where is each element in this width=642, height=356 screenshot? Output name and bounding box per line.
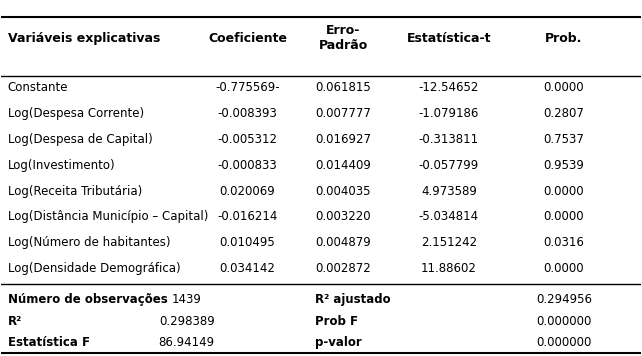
Text: 0.004035: 0.004035 xyxy=(316,184,371,198)
Text: Número de observações: Número de observações xyxy=(8,293,168,307)
Text: 11.88602: 11.88602 xyxy=(421,262,477,275)
Text: Log(Número de habitantes): Log(Número de habitantes) xyxy=(8,236,170,249)
Text: 0.000000: 0.000000 xyxy=(536,336,591,349)
Text: 0.000000: 0.000000 xyxy=(536,315,591,328)
Text: Variáveis explicativas: Variáveis explicativas xyxy=(8,32,160,45)
Text: 0.020069: 0.020069 xyxy=(220,184,275,198)
Text: 0.061815: 0.061815 xyxy=(315,82,371,94)
Text: Log(Densidade Demográfica): Log(Densidade Demográfica) xyxy=(8,262,180,275)
Text: -0.313811: -0.313811 xyxy=(419,133,479,146)
Text: Log(Distância Município – Capital): Log(Distância Município – Capital) xyxy=(8,210,208,223)
Text: Log(Receita Tributária): Log(Receita Tributária) xyxy=(8,184,142,198)
Text: Log(Investimento): Log(Investimento) xyxy=(8,159,116,172)
Text: -5.034814: -5.034814 xyxy=(419,210,479,223)
Text: 0.0000: 0.0000 xyxy=(544,184,584,198)
Text: 0.014409: 0.014409 xyxy=(315,159,371,172)
Text: -12.54652: -12.54652 xyxy=(419,82,479,94)
Text: 4.973589: 4.973589 xyxy=(421,184,477,198)
Text: Prob.: Prob. xyxy=(545,32,582,45)
Text: -0.016214: -0.016214 xyxy=(217,210,278,223)
Text: Log(Despesa Corrente): Log(Despesa Corrente) xyxy=(8,107,144,120)
Text: 0.7537: 0.7537 xyxy=(544,133,584,146)
Text: 0.034142: 0.034142 xyxy=(220,262,275,275)
Text: p-valor: p-valor xyxy=(315,336,361,349)
Text: 0.298389: 0.298389 xyxy=(159,315,214,328)
Text: 0.9539: 0.9539 xyxy=(544,159,584,172)
Text: 0.0000: 0.0000 xyxy=(544,82,584,94)
Text: 0.007777: 0.007777 xyxy=(315,107,371,120)
Text: 2.151242: 2.151242 xyxy=(421,236,477,249)
Text: -0.000833: -0.000833 xyxy=(218,159,277,172)
Text: Estatística F: Estatística F xyxy=(8,336,90,349)
Text: -0.057799: -0.057799 xyxy=(419,159,479,172)
Text: 0.2807: 0.2807 xyxy=(544,107,584,120)
Text: 0.010495: 0.010495 xyxy=(220,236,275,249)
Text: R²: R² xyxy=(8,315,22,328)
Text: Coeficiente: Coeficiente xyxy=(208,32,287,45)
Text: Prob F: Prob F xyxy=(315,315,358,328)
Text: -1.079186: -1.079186 xyxy=(419,107,479,120)
Text: 0.003220: 0.003220 xyxy=(316,210,371,223)
Text: Estatística-t: Estatística-t xyxy=(406,32,491,45)
Text: 0.002872: 0.002872 xyxy=(315,262,371,275)
Text: 0.004879: 0.004879 xyxy=(315,236,371,249)
Text: Constante: Constante xyxy=(8,82,68,94)
Text: 1439: 1439 xyxy=(172,293,202,307)
Text: -0.008393: -0.008393 xyxy=(218,107,277,120)
Text: Log(Despesa de Capital): Log(Despesa de Capital) xyxy=(8,133,153,146)
Text: 0.016927: 0.016927 xyxy=(315,133,371,146)
Text: 0.0000: 0.0000 xyxy=(544,262,584,275)
Text: 0.0000: 0.0000 xyxy=(544,210,584,223)
Text: -0.005312: -0.005312 xyxy=(218,133,277,146)
Text: 86.94149: 86.94149 xyxy=(159,336,215,349)
Text: 0.0316: 0.0316 xyxy=(544,236,584,249)
Text: 0.294956: 0.294956 xyxy=(536,293,592,307)
Text: -0.775569-: -0.775569- xyxy=(215,82,280,94)
Text: Erro-
Padrão: Erro- Padrão xyxy=(318,25,368,52)
Text: R² ajustado: R² ajustado xyxy=(315,293,390,307)
